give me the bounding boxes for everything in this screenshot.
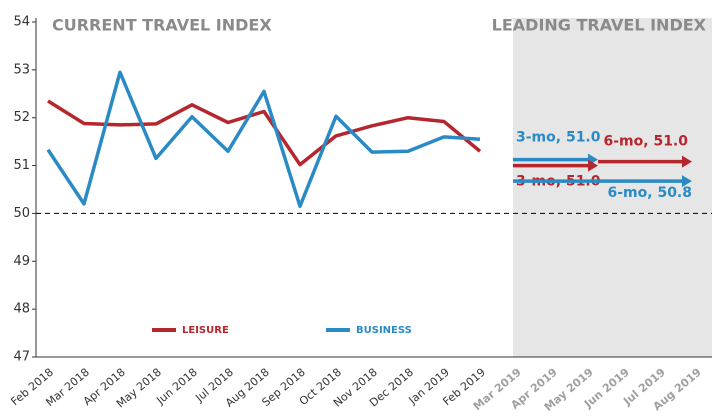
y-tick-label: 49: [13, 254, 30, 269]
y-tick-label: 50: [13, 206, 30, 221]
forecast-label: 3-mo, 51.0: [516, 130, 601, 146]
chart-subtitle: LEADING TRAVEL INDEX: [492, 16, 707, 35]
y-tick-label: 52: [13, 110, 30, 125]
y-tick-label: 48: [13, 302, 30, 317]
arrow-head: [682, 175, 692, 188]
legend-label: LEISURE: [182, 325, 229, 336]
series-line: [47, 99, 482, 167]
leading-region: [513, 18, 712, 357]
y-tick-label: 54: [13, 15, 30, 30]
y-tick-label: 53: [13, 62, 30, 77]
chart-title: CURRENT TRAVEL INDEX: [52, 16, 272, 35]
arrow-head: [682, 155, 692, 168]
y-tick-label: 51: [13, 158, 30, 173]
forecast-label: 6-mo, 50.8: [608, 185, 693, 201]
legend-label: BUSINESS: [356, 325, 412, 336]
arrow-head: [588, 159, 598, 172]
series-line: [46, 70, 481, 208]
y-tick-label: 47: [13, 350, 30, 365]
forecast-label: 6-mo, 51.0: [604, 134, 689, 150]
